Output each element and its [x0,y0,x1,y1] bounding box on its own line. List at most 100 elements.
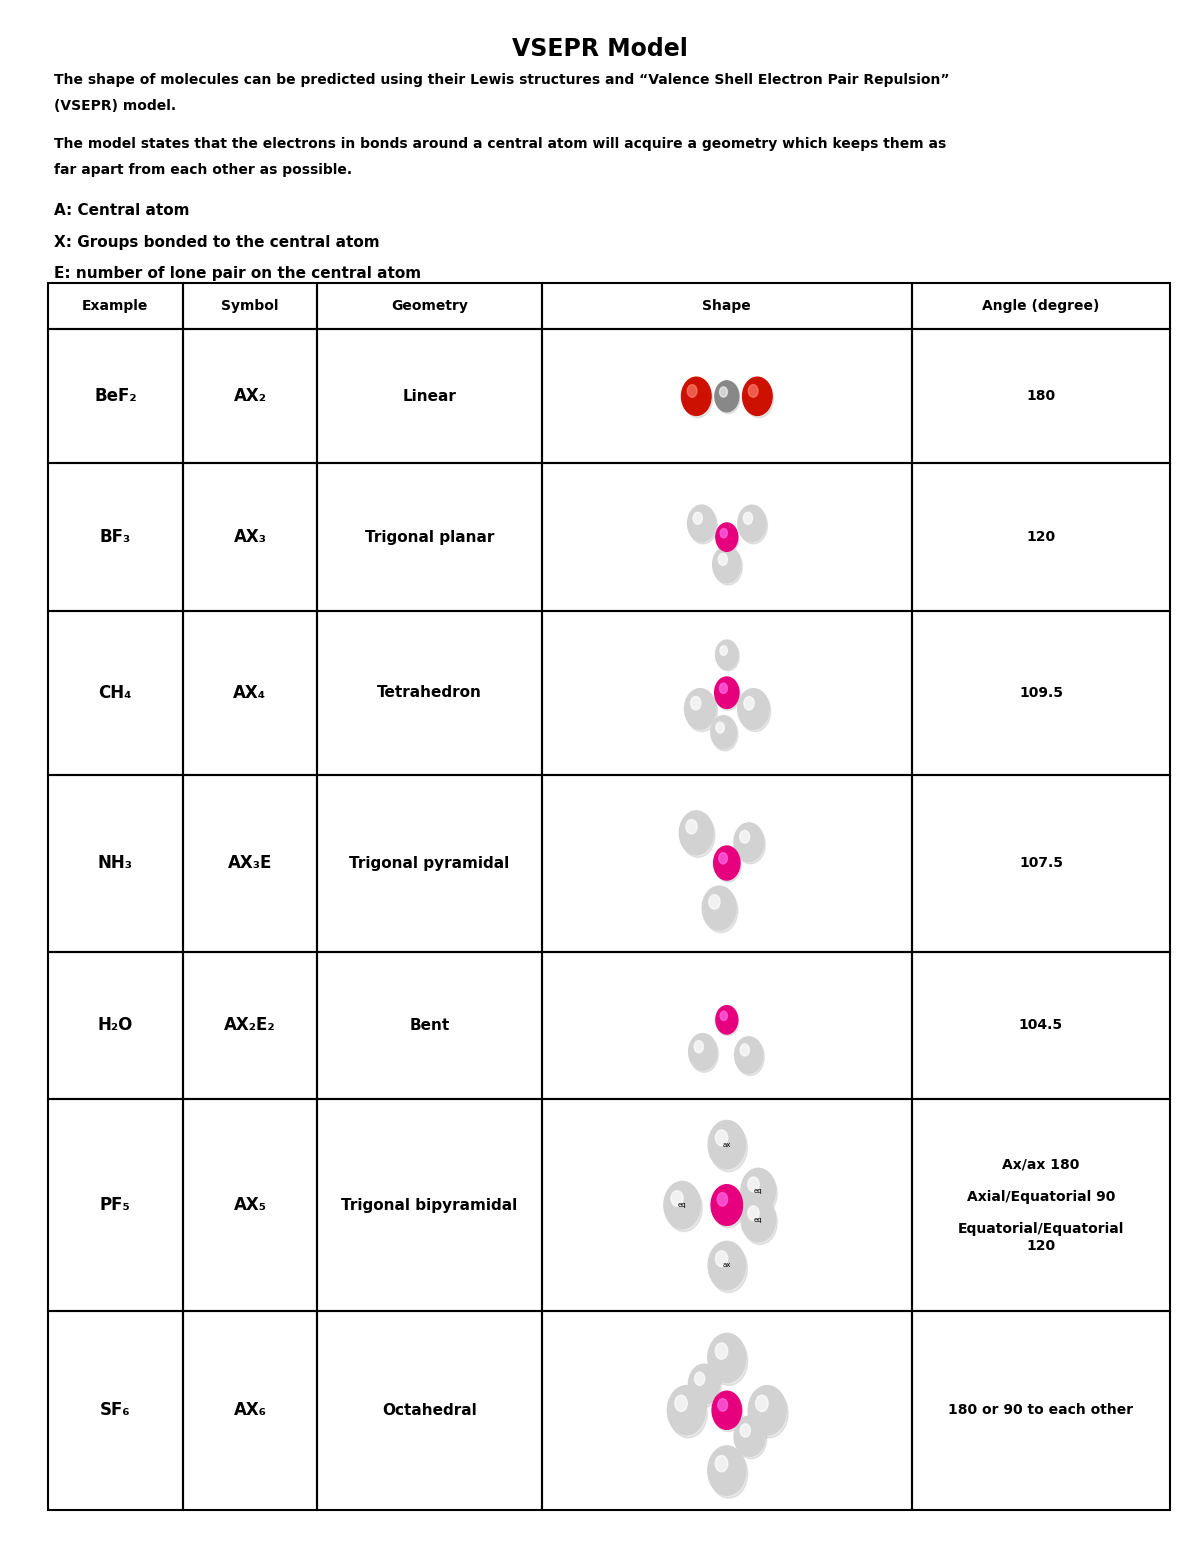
Circle shape [749,1385,786,1435]
Circle shape [719,853,727,863]
Bar [182,610,317,775]
Circle shape [710,1244,748,1292]
Bar [317,952,541,1100]
Circle shape [718,1399,727,1412]
Circle shape [702,887,736,930]
Circle shape [709,1336,748,1385]
Text: PF₅: PF₅ [100,1196,131,1214]
Text: AX₄: AX₄ [233,683,266,702]
Circle shape [708,1446,746,1496]
Text: Linear: Linear [402,388,456,404]
Circle shape [694,1041,703,1053]
Text: H₂O: H₂O [97,1016,133,1034]
Circle shape [718,553,727,565]
Circle shape [690,697,701,710]
Bar [182,283,317,329]
Circle shape [718,1193,727,1207]
Text: (VSEPR) model.: (VSEPR) model. [54,99,176,113]
Circle shape [666,1185,702,1232]
Circle shape [682,814,715,857]
Text: 109.5: 109.5 [1019,686,1063,700]
Bar [912,610,1170,775]
Text: Tetrahedron: Tetrahedron [377,685,482,700]
Text: Trigonal planar: Trigonal planar [365,530,494,545]
Text: CH₄: CH₄ [98,683,132,702]
Circle shape [744,697,755,710]
Circle shape [715,1455,727,1472]
Text: Angle (degree): Angle (degree) [983,298,1099,314]
Bar [48,283,182,329]
Circle shape [704,888,738,933]
Circle shape [715,677,739,708]
Circle shape [748,1205,760,1221]
Circle shape [690,1036,719,1073]
Circle shape [742,1197,775,1242]
Text: The shape of molecules can be predicted using their Lewis structures and “Valenc: The shape of molecules can be predicted … [54,73,949,87]
Circle shape [715,1250,727,1267]
Circle shape [715,1343,727,1359]
Bar [541,463,912,610]
Circle shape [671,1191,683,1207]
Circle shape [736,1418,767,1458]
Bar [182,1100,317,1311]
Bar [541,329,912,463]
Circle shape [716,679,740,710]
Text: AX₂E₂: AX₂E₂ [224,1016,276,1034]
Text: VSEPR Model: VSEPR Model [512,37,688,61]
Circle shape [667,1385,706,1435]
Circle shape [743,512,752,525]
Bar [48,610,182,775]
Bar [912,1100,1170,1311]
Circle shape [716,1008,739,1036]
Circle shape [679,811,713,854]
Circle shape [712,1391,742,1429]
Text: Trigonal bipyramidal: Trigonal bipyramidal [341,1197,517,1213]
Circle shape [750,1388,788,1438]
Circle shape [715,640,738,669]
Text: NH₃: NH₃ [98,854,133,873]
Bar [48,775,182,952]
Circle shape [688,505,716,542]
Circle shape [720,528,727,537]
Circle shape [709,895,720,909]
Circle shape [738,688,769,730]
Text: Trigonal pyramidal: Trigonal pyramidal [349,856,510,871]
Bar [912,463,1170,610]
Bar [182,775,317,952]
Circle shape [719,683,727,694]
Text: BF₃: BF₃ [100,528,131,547]
Circle shape [689,1034,716,1070]
Bar [317,283,541,329]
Text: 107.5: 107.5 [1019,856,1063,870]
Text: eq: eq [678,1202,686,1208]
Circle shape [748,1177,760,1191]
Bar [912,329,1170,463]
Circle shape [742,1168,775,1213]
Circle shape [713,547,740,582]
Circle shape [716,641,739,671]
Circle shape [682,377,712,415]
Bar [317,775,541,952]
Circle shape [686,820,697,834]
Circle shape [689,1364,720,1404]
Text: 104.5: 104.5 [1019,1019,1063,1033]
Text: Symbol: Symbol [221,298,278,314]
Bar [48,1100,182,1311]
Text: AX₂: AX₂ [234,387,266,405]
Bar [912,775,1170,952]
Circle shape [716,525,739,553]
Circle shape [674,1395,688,1412]
Bar [48,463,182,610]
Circle shape [720,646,727,655]
Circle shape [683,379,713,418]
Circle shape [689,508,718,544]
Text: eq: eq [754,1216,762,1222]
Text: AX₅: AX₅ [234,1196,266,1214]
Bar [541,610,912,775]
Circle shape [720,387,727,398]
Circle shape [686,691,718,731]
Circle shape [740,1044,750,1056]
Circle shape [740,1424,750,1437]
Circle shape [708,1334,746,1382]
Circle shape [736,825,766,863]
